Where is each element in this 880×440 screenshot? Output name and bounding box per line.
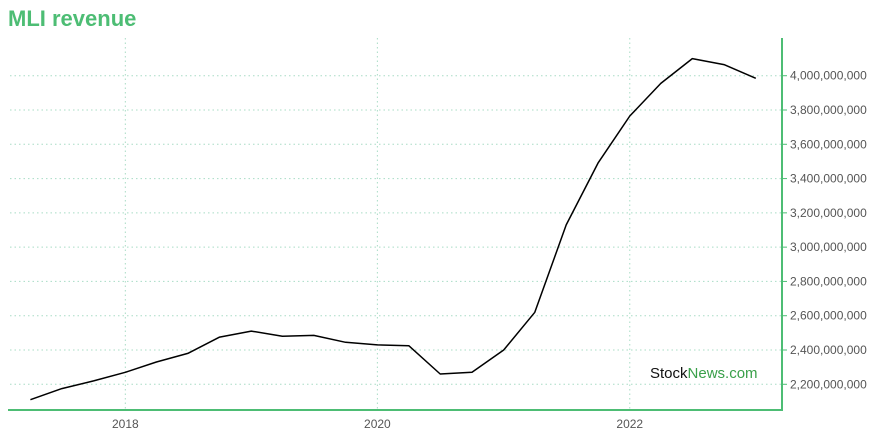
x-tick-label: 2020: [364, 417, 391, 431]
y-tick-label: 2,600,000,000: [790, 309, 867, 323]
stocknews-watermark: StockNews.com: [650, 365, 758, 382]
watermark-news: News.com: [687, 365, 758, 382]
revenue-series-line: [30, 57, 757, 401]
axes: [8, 38, 787, 411]
x-tick-label: 2018: [112, 417, 139, 431]
y-tick-label: 2,200,000,000: [790, 377, 867, 391]
y-tick-label: 3,000,000,000: [790, 240, 867, 254]
y-tick-label: 2,400,000,000: [790, 343, 867, 357]
chart-title: MLI revenue: [8, 6, 137, 31]
y-tick-label: 3,600,000,000: [790, 137, 867, 151]
watermark-stock: Stock: [650, 365, 688, 382]
grid-lines: [10, 38, 781, 410]
x-tick-label: 2022: [616, 417, 643, 431]
y-tick-label: 4,000,000,000: [790, 69, 867, 83]
y-tick-label: 3,800,000,000: [790, 103, 867, 117]
series-group: [30, 57, 757, 401]
y-tick-label: 2,800,000,000: [790, 274, 867, 288]
y-tick-label: 3,400,000,000: [790, 172, 867, 186]
tick-labels: 2,200,000,000 2,400,000,000 2,600,000,000 2…: [112, 69, 867, 431]
y-tick-label: 3,200,000,000: [790, 206, 867, 220]
